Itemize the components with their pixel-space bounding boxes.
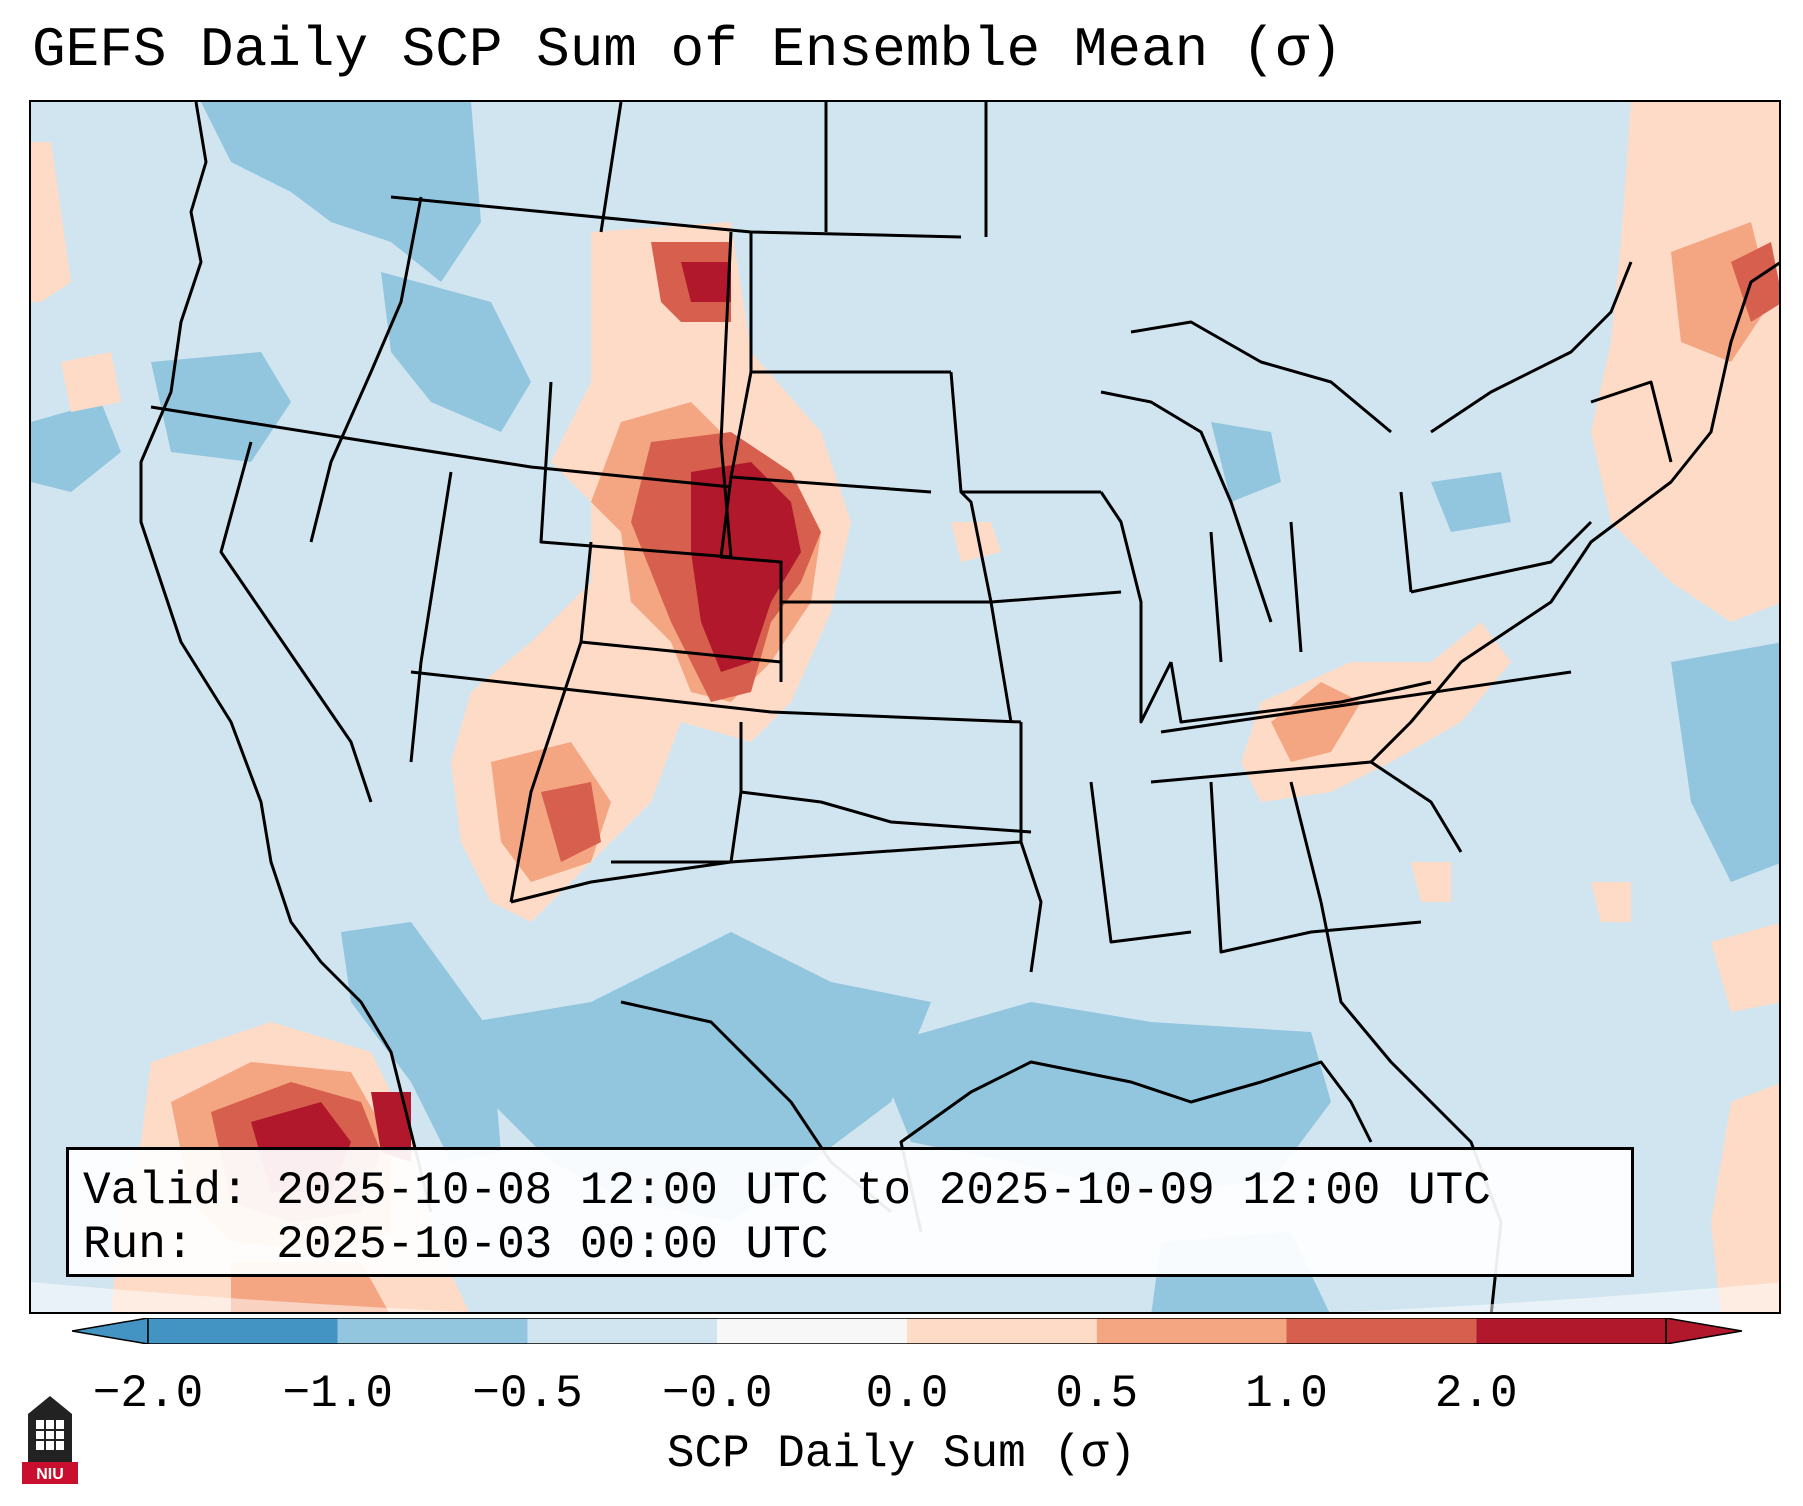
colorbar-tick-label: 1.0 xyxy=(1245,1368,1328,1420)
negative-anomaly-areas xyxy=(31,102,1779,1312)
colorbar-tick-label: −1.0 xyxy=(282,1368,393,1420)
colorbar-segment xyxy=(1286,1318,1477,1344)
colorbar-tick-label: −0.5 xyxy=(472,1368,583,1420)
state-borders xyxy=(139,102,1779,1312)
colorbar-tick-label: −0.0 xyxy=(662,1368,773,1420)
colorbar-segment xyxy=(717,1318,907,1344)
map-panel xyxy=(29,100,1781,1314)
colorbar-extend-high xyxy=(1665,1318,1742,1344)
run-time-text: Run: 2025-10-03 00:00 UTC xyxy=(83,1219,829,1271)
logo-text: NIU xyxy=(36,1466,64,1483)
valid-run-info-box: Valid: 2025-10-08 12:00 UTC to 2025-10-0… xyxy=(66,1147,1634,1277)
colorbar-segment xyxy=(907,1318,1097,1344)
colorbar-segment xyxy=(337,1318,528,1344)
colorbar-tick-label: −2.0 xyxy=(92,1368,204,1420)
colorbar xyxy=(72,1318,1742,1344)
colorbar-segment xyxy=(1096,1318,1287,1344)
map-canvas xyxy=(31,102,1779,1312)
colorbar-tick-label: 0.5 xyxy=(1055,1368,1139,1420)
colorbar-segment xyxy=(527,1318,718,1344)
colorbar-segment xyxy=(1476,1318,1666,1344)
colorbar-extend-low xyxy=(72,1318,149,1344)
niu-logo: NIU xyxy=(22,1396,78,1484)
projection-edge xyxy=(31,1282,1779,1312)
figure-title: GEFS Daily SCP Sum of Ensemble Mean (σ) xyxy=(32,18,1343,82)
colorbar-label: SCP Daily Sum (σ) xyxy=(666,1428,1137,1480)
colorbar-segment xyxy=(148,1318,338,1344)
colorbar-tick-label: 0.0 xyxy=(865,1368,949,1420)
colorbar-tick-label: 2.0 xyxy=(1434,1368,1518,1420)
valid-time-text: Valid: 2025-10-08 12:00 UTC to 2025-10-0… xyxy=(83,1165,1491,1217)
